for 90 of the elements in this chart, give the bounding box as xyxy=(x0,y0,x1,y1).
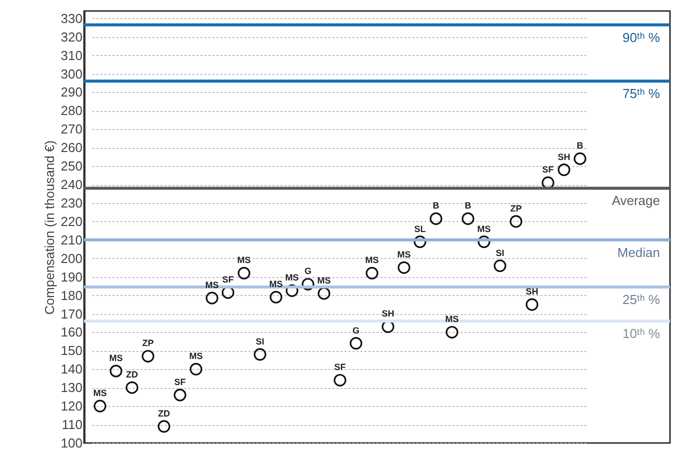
ref-line-label: Average xyxy=(612,193,660,208)
y-tick-label: 160 xyxy=(60,324,82,340)
point xyxy=(462,212,474,225)
point xyxy=(558,164,570,176)
data-label: MS xyxy=(205,280,219,290)
point xyxy=(94,400,106,412)
data-label: ZP xyxy=(510,203,522,214)
y-tick-label: 220 xyxy=(60,214,82,229)
point xyxy=(270,290,282,304)
point xyxy=(526,298,538,311)
ref-line-label: 10ᵗʰ % xyxy=(622,326,660,342)
data-label: MS xyxy=(397,250,411,260)
y-tick-label: 140 xyxy=(60,362,82,377)
y-tick-label: 290 xyxy=(60,84,82,100)
y-tick-label: 230 xyxy=(60,196,82,210)
data-label: MS xyxy=(445,314,459,324)
ref-line-label: Median xyxy=(617,244,660,260)
data-label: SI xyxy=(256,336,264,346)
data-label: G xyxy=(352,325,360,336)
data-label: SH xyxy=(558,152,570,162)
y-tick-label: 120 xyxy=(60,398,82,414)
point xyxy=(446,326,458,338)
data-label: MS xyxy=(285,272,299,283)
data-label: ZD xyxy=(158,408,170,418)
point xyxy=(142,350,154,362)
point xyxy=(302,278,314,290)
point xyxy=(286,284,298,297)
point xyxy=(126,381,138,394)
data-label: SF xyxy=(334,362,346,372)
data-label: MS xyxy=(189,351,203,362)
point xyxy=(430,212,442,225)
point xyxy=(494,260,506,272)
data-label: MS xyxy=(93,388,107,398)
y-tick-label: 100 xyxy=(60,436,82,450)
point xyxy=(366,266,378,280)
point xyxy=(398,261,410,274)
y-tick-label: 210 xyxy=(60,232,82,248)
data-label: SF xyxy=(222,274,234,285)
data-label: SF xyxy=(542,164,554,175)
y-tick-label: 130 xyxy=(60,380,82,396)
y-tick-label: 270 xyxy=(60,122,82,137)
ref-line-label: 75ᵗʰ % xyxy=(622,86,660,102)
data-label: SF xyxy=(174,377,186,387)
point xyxy=(510,215,522,228)
data-label: SH xyxy=(382,308,394,319)
data-label: B xyxy=(432,200,440,211)
point xyxy=(238,266,250,280)
point xyxy=(254,348,266,361)
data-label: SL xyxy=(414,224,426,234)
y-tick-label: 200 xyxy=(60,250,82,266)
y-tick-label: 150 xyxy=(60,343,82,358)
data-label: B xyxy=(576,140,584,151)
y-tick-label: 260 xyxy=(60,140,82,156)
data-label: MS xyxy=(269,279,283,290)
y-tick-label: 240 xyxy=(60,177,82,192)
data-label: ZD xyxy=(126,370,138,380)
point xyxy=(478,236,490,248)
ref-line-label: 25ᵗʰ % xyxy=(622,292,660,307)
y-tick-label: 250 xyxy=(60,158,82,174)
y-tick-label: 110 xyxy=(62,417,82,432)
point xyxy=(110,364,122,378)
data-label: MS xyxy=(317,275,331,286)
y-tick-label: 170 xyxy=(60,306,82,322)
point xyxy=(190,362,202,376)
y-tick-label: 300 xyxy=(60,66,82,82)
point xyxy=(206,292,218,304)
point xyxy=(414,236,426,248)
data-label: G xyxy=(304,266,312,276)
y-tick-label: 320 xyxy=(60,29,82,44)
data-label: SI xyxy=(496,248,504,258)
point xyxy=(158,420,170,433)
point xyxy=(318,287,330,300)
point xyxy=(350,337,362,350)
data-label: B xyxy=(464,200,472,211)
y-tick-label: 330 xyxy=(60,10,82,26)
y-tick-label: 180 xyxy=(60,288,82,303)
point xyxy=(334,374,346,386)
data-label: MS xyxy=(109,353,123,363)
point xyxy=(174,388,186,402)
data-label: MS xyxy=(477,224,491,234)
data-label: ZP xyxy=(142,338,154,348)
point xyxy=(574,152,586,165)
data-label: SH xyxy=(526,286,538,297)
y-tick-label: 190 xyxy=(60,269,82,284)
ref-line-label: 90ᵗʰ % xyxy=(622,30,660,45)
y-axis-title: Compensation (in thousand €) xyxy=(42,140,57,315)
y-tick-label: 280 xyxy=(60,103,82,118)
data-label: MS xyxy=(365,255,379,266)
data-label: MS xyxy=(237,255,251,266)
y-tick-label: 310 xyxy=(60,48,82,63)
